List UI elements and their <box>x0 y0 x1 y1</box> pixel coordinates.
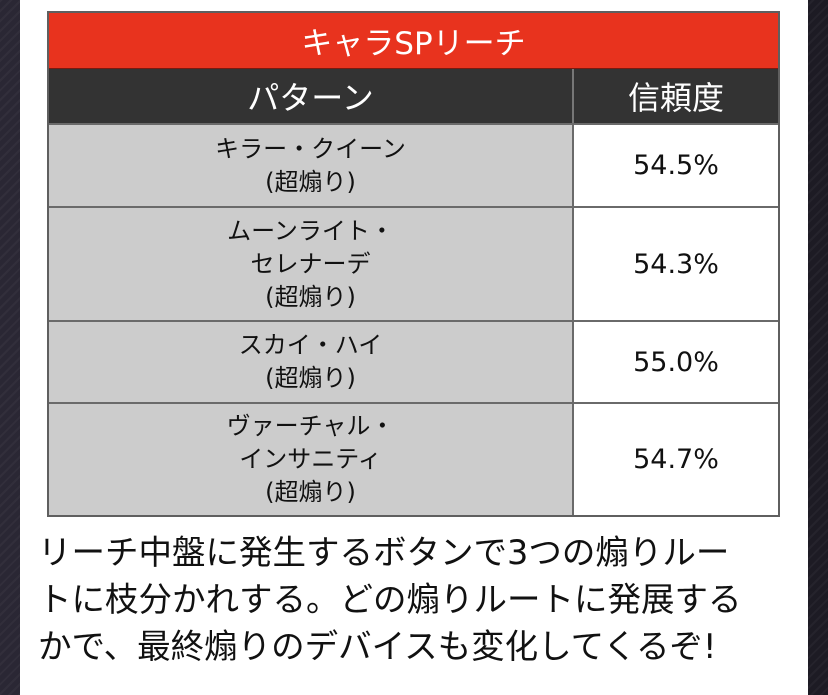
pattern-name: ムーンライト・ <box>227 216 394 245</box>
pattern-name: キラー・クイーン <box>215 134 406 163</box>
header-reliability: 信頼度 <box>627 79 724 117</box>
pattern-cell: キラー・クイーン (超煽り) <box>49 125 574 206</box>
pattern-note: (超煽り) <box>265 282 356 311</box>
pattern-note: (超煽り) <box>265 364 356 392</box>
table-row: キラー・クイーン (超煽り) 54.5% <box>49 123 778 206</box>
pattern-name: スカイ・ハイ <box>238 331 383 359</box>
description-line: かで、最終煽りのデバイスも変化してくるぞ! <box>38 627 717 666</box>
reliability-table: キャラSPリーチ パターン 信頼度 キラー・クイーン (超煽り) 54.5% ム… <box>47 11 780 517</box>
table-title: キャラSPリーチ <box>49 13 778 69</box>
reliability-value: 54.3% <box>574 208 778 320</box>
table-row: スカイ・ハイ (超煽り) 55.0% <box>49 320 778 402</box>
description-text: リーチ中盤に発生するボタンで3つの煽りルー トに枝分かれする。どの煽りルートに発… <box>38 529 808 670</box>
pattern-cell: スカイ・ハイ (超煽り) <box>49 322 574 402</box>
pattern-note: (超煽り) <box>265 478 356 506</box>
description-line: トに枝分かれする。どの煽りルートに発展する <box>38 580 742 619</box>
table-row: ムーンライト・ セレナーデ (超煽り) 54.3% <box>49 206 778 320</box>
pattern-cell: ムーンライト・ セレナーデ (超煽り) <box>49 208 574 320</box>
pattern-name: ヴァーチャル・ <box>226 412 395 440</box>
table-row: ヴァーチャル・ インサニティ (超煽り) 54.7% <box>49 402 778 515</box>
header-pattern: パターン <box>49 69 574 123</box>
description-line: リーチ中盤に発生するボタンで3つの煽りルー <box>38 533 730 572</box>
pattern-note: (超煽り) <box>265 167 356 196</box>
reliability-value: 54.7% <box>574 404 778 515</box>
content-panel: キャラSPリーチ パターン 信頼度 キラー・クイーン (超煽り) 54.5% ム… <box>20 0 808 695</box>
table-header-row: パターン 信頼度 <box>49 69 778 123</box>
reliability-value: 54.5% <box>574 125 778 206</box>
pattern-name: セレナーデ <box>250 249 371 278</box>
pattern-name: インサニティ <box>239 445 382 473</box>
reliability-value: 55.0% <box>574 322 778 402</box>
pattern-cell: ヴァーチャル・ インサニティ (超煽り) <box>49 404 574 515</box>
